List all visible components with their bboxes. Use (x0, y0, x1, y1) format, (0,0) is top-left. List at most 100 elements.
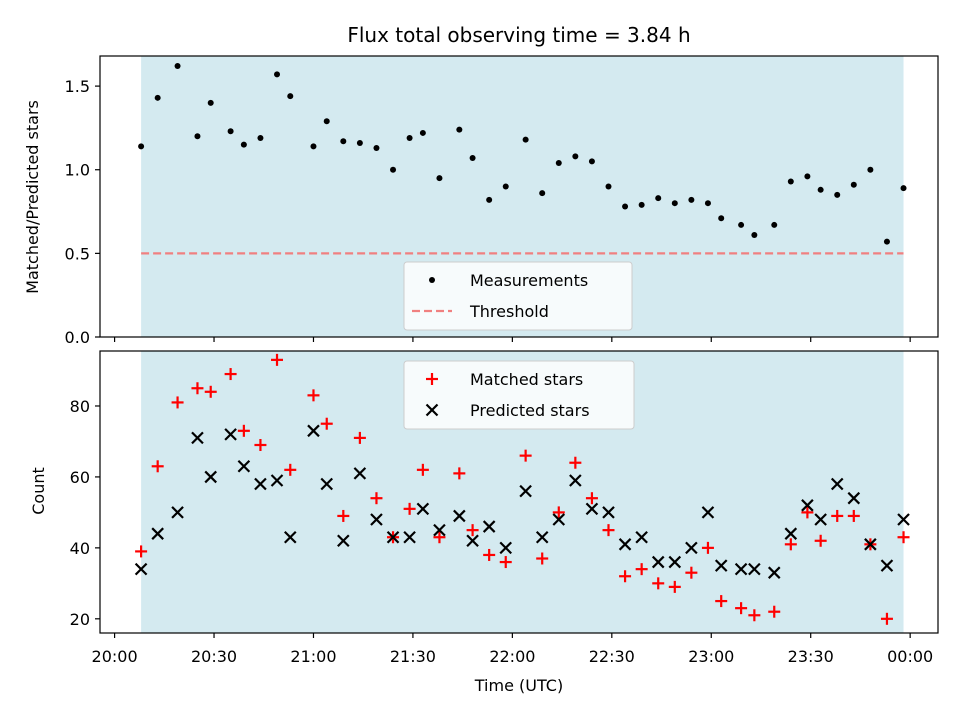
data-point (897, 531, 910, 544)
data-point (880, 612, 893, 625)
top-y-axis-label: Matched/Predicted stars (23, 100, 42, 294)
data-point (416, 463, 429, 476)
x-tick-label: 20:30 (191, 647, 237, 666)
legend-label: Matched stars (470, 370, 583, 389)
series-matched-stars (135, 353, 910, 625)
data-point (340, 138, 347, 145)
data-point (353, 467, 367, 480)
data-point (227, 128, 234, 135)
y-tick-label: 80 (70, 397, 90, 416)
data-point (353, 431, 366, 444)
data-point (748, 562, 761, 576)
data-point (456, 126, 463, 133)
data-point (370, 492, 383, 505)
data-point (801, 506, 814, 519)
data-point (171, 396, 184, 409)
data-point (482, 520, 496, 533)
data-point (287, 93, 294, 100)
data-point (618, 538, 632, 551)
data-point (274, 71, 281, 78)
data-point (701, 506, 715, 519)
data-point (801, 499, 814, 512)
data-point (406, 134, 413, 141)
data-point (897, 513, 910, 526)
data-point (224, 368, 237, 381)
data-point (466, 524, 479, 537)
data-point (154, 94, 161, 101)
data-point (880, 559, 894, 572)
data-point (270, 474, 284, 487)
x-axis-label: Time (UTC) (474, 676, 563, 695)
data-point (701, 541, 714, 554)
data-point (403, 502, 416, 515)
bottom-panel: 20 40 60 80 20:00 20:30 21:00 21:30 22:00 22:30 23… (70, 350, 939, 666)
data-point (307, 424, 320, 438)
data-point (883, 238, 890, 245)
data-point (207, 99, 214, 106)
legend-box (403, 360, 635, 430)
data-point (830, 477, 844, 491)
data-point (436, 175, 443, 182)
data-point (486, 196, 493, 203)
data-point (814, 513, 827, 526)
data-point (191, 382, 204, 395)
data-point (635, 563, 648, 576)
data-point (373, 144, 380, 151)
data-point (453, 467, 466, 480)
data-point (453, 509, 466, 523)
data-point (138, 143, 145, 150)
data-point (307, 389, 320, 402)
data-point (685, 541, 698, 555)
data-point (605, 183, 612, 190)
data-point (254, 477, 267, 491)
legend-label: Measurements (470, 271, 588, 290)
x-tick-label: 23:30 (788, 647, 834, 666)
data-point (469, 155, 476, 162)
data-point (539, 190, 546, 197)
data-point (466, 534, 479, 548)
legend-marker (429, 277, 435, 283)
data-point (602, 506, 615, 519)
data-point (386, 530, 400, 544)
data-point (151, 527, 164, 540)
y-tick-label: 0.0 (65, 328, 90, 347)
data-point (572, 153, 579, 160)
data-point (240, 141, 247, 148)
data-point (552, 513, 566, 526)
data-point (602, 524, 615, 537)
data-point (847, 509, 860, 522)
data-point (237, 460, 251, 473)
data-point (151, 460, 164, 473)
data-point (134, 562, 148, 576)
data-point (619, 570, 632, 583)
data-point (519, 449, 532, 462)
axes-frame (99, 350, 939, 634)
data-point (337, 534, 350, 548)
data-point (738, 221, 745, 228)
data-point (390, 166, 397, 173)
data-point (283, 530, 297, 544)
x-tick-label: 20:00 (92, 647, 138, 666)
data-point (767, 566, 781, 579)
data-point (685, 566, 698, 579)
data-point (867, 166, 874, 173)
data-point (337, 509, 350, 522)
data-point (370, 513, 383, 526)
x-tick-label: 23:00 (688, 647, 734, 666)
data-point (688, 196, 695, 203)
top-panel: 0.0 0.5 1.0 1.5 Measurements Threshold (65, 55, 939, 347)
legend: Matched stars Predicted stars (403, 360, 635, 430)
data-point (174, 63, 181, 70)
legend-label: Predicted stars (470, 401, 590, 420)
y-tick-label: 0.5 (65, 244, 90, 263)
data-point (135, 545, 148, 558)
data-point (194, 133, 201, 140)
y-tick-label: 60 (70, 468, 90, 487)
data-point (655, 195, 662, 202)
data-point (522, 136, 529, 143)
data-point (651, 555, 665, 569)
series-measurements (138, 63, 907, 245)
data-point (850, 181, 857, 188)
data-point (900, 185, 907, 192)
data-point (784, 527, 798, 540)
